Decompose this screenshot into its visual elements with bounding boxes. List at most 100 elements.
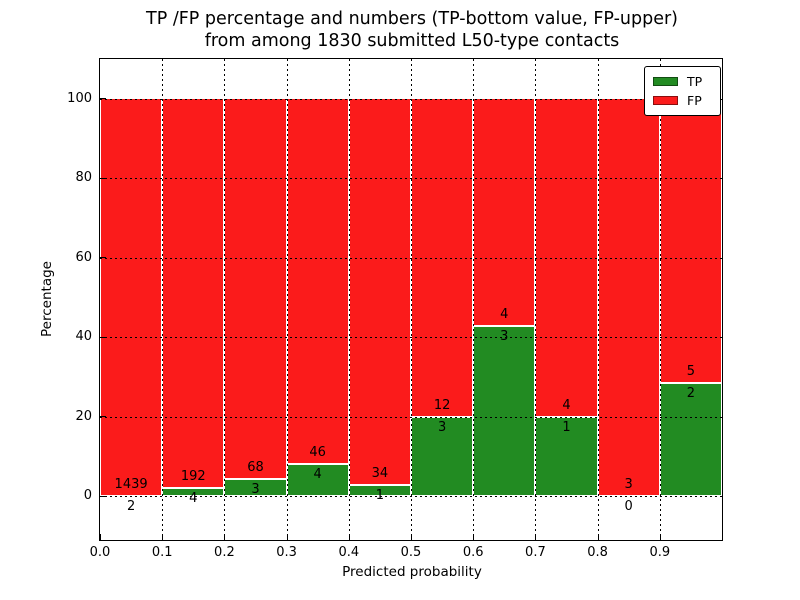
y-axis-label: Percentage: [39, 261, 55, 337]
y-tick: [100, 98, 106, 100]
fp-bar-segment: [598, 98, 659, 496]
fp-count-label: 68: [247, 460, 264, 476]
grid-line-y: [100, 98, 722, 100]
bar-0.5-0.6: [412, 98, 473, 497]
fp-bar-segment: [660, 98, 721, 382]
bar-0.2-0.3: [225, 98, 286, 497]
fp-bar-segment: [349, 98, 410, 484]
x-tick: [162, 534, 164, 540]
grid-line-x: [348, 59, 350, 540]
tp-bar-segment: [536, 417, 597, 497]
plot-area: TP FP 1439 2 192 4 68 3 46 4 34 1 12 3 4 3 4 1 3 0 5 2: [99, 58, 723, 541]
fp-count-label: 4: [562, 397, 571, 413]
x-tick-label: 0.1: [151, 545, 173, 560]
x-axis-label: Predicted probability: [342, 564, 482, 580]
y-tick: [100, 336, 106, 338]
tp-bar-segment: [225, 480, 286, 497]
x-tick: [224, 534, 226, 540]
x-tick: [597, 534, 599, 540]
legend-item-fp: FP: [653, 91, 713, 110]
tp-count-label: 3: [500, 328, 509, 344]
legend-item-tp: TP: [653, 72, 713, 91]
grid-line-y: [100, 178, 722, 180]
y-tick: [100, 177, 106, 179]
y-tick-label: 100: [67, 90, 92, 106]
tp-count-label: 1: [375, 487, 385, 503]
x-tick-label: 0.2: [214, 545, 235, 560]
x-tick-label: 0.9: [649, 545, 671, 560]
grid-line-x: [224, 59, 226, 540]
tp-bar-segment: [287, 465, 348, 497]
x-tick: [411, 534, 412, 540]
x-tick-label: 0.4: [338, 545, 360, 560]
fp-count-label: 192: [180, 469, 206, 485]
grid-line-x: [473, 59, 475, 540]
y-tick: [100, 495, 106, 497]
bar-0.6-0.7: [474, 98, 535, 497]
chart-title: TP /FP percentage and numbers (TP-bottom…: [100, 9, 724, 52]
x-tick: [473, 534, 475, 540]
tp-count-label: 0: [624, 499, 633, 515]
x-tick-label: 0.5: [400, 545, 422, 560]
grid-line-x: [286, 59, 288, 540]
fp-count-label: 5: [686, 363, 696, 379]
tp-bar-segment: [412, 417, 473, 497]
tp-legend-label: TP: [687, 74, 703, 89]
bar-0.8-0.9: [598, 98, 659, 497]
grid-line-y: [100, 337, 722, 339]
x-tick: [348, 534, 350, 540]
x-tick-label: 0.8: [587, 545, 608, 560]
x-tick-label: 0.3: [276, 545, 297, 560]
fp-bar-segment: [101, 98, 162, 495]
y-tick-label: 60: [75, 249, 92, 265]
bar-0.9-1.0: [660, 98, 721, 497]
bar-0.4-0.5: [349, 98, 410, 497]
bar-0.7-0.8: [536, 98, 597, 497]
x-tick: [659, 534, 661, 540]
tp-count-label: 2: [686, 385, 696, 401]
tp-count-label: 3: [251, 482, 260, 498]
tp-count-label: 4: [189, 491, 198, 507]
y-tick-label: 20: [75, 408, 92, 424]
x-tick: [535, 534, 537, 540]
tp-count-label: 3: [437, 419, 447, 435]
fp-count-label: 12: [433, 397, 451, 413]
tp-count-label: 2: [126, 498, 136, 514]
grid-line-x: [597, 59, 599, 540]
grid-line-y: [100, 257, 722, 259]
x-tick: [100, 534, 101, 540]
fp-count-label: 34: [371, 465, 389, 481]
chart-title-line1: TP /FP percentage and numbers (TP-bottom…: [146, 9, 678, 29]
tp-count-label: 1: [562, 419, 571, 435]
chart-title-line2: from among 1830 submitted L50-type conta…: [204, 30, 620, 51]
x-tick: [286, 534, 288, 540]
fp-legend-swatch: [653, 96, 678, 105]
fp-bar-segment: [225, 98, 286, 479]
fp-count-label: 46: [309, 445, 326, 461]
fp-bar-segment: [536, 98, 597, 416]
grid-line-x: [411, 59, 412, 540]
y-tick: [100, 257, 106, 259]
fp-bar-segment: [287, 98, 348, 464]
bar-0.0-0.1: [101, 98, 162, 497]
y-tick-label: 40: [75, 329, 92, 345]
x-tick-label: 0.0: [89, 545, 111, 560]
fp-bar-segment: [163, 98, 224, 488]
fp-count-label: 3: [624, 477, 633, 493]
tp-count-label: 4: [313, 467, 322, 483]
bar-0.3-0.4: [287, 98, 348, 497]
bar-0.1-0.2: [163, 98, 224, 497]
y-tick-label: 0: [83, 488, 92, 504]
legend: TP FP: [644, 66, 721, 116]
x-tick-label: 0.7: [525, 545, 546, 560]
grid-line-x: [535, 59, 537, 540]
grid-line-y: [100, 416, 722, 418]
grid-line-y: [100, 496, 722, 498]
grid-line-x: [162, 59, 164, 540]
fp-count-label: 4: [500, 306, 509, 322]
tp-legend-swatch: [653, 77, 678, 86]
tp-bar-segment: [474, 326, 535, 497]
tp-bar-segment: [163, 489, 224, 497]
fp-bar-segment: [474, 98, 535, 325]
